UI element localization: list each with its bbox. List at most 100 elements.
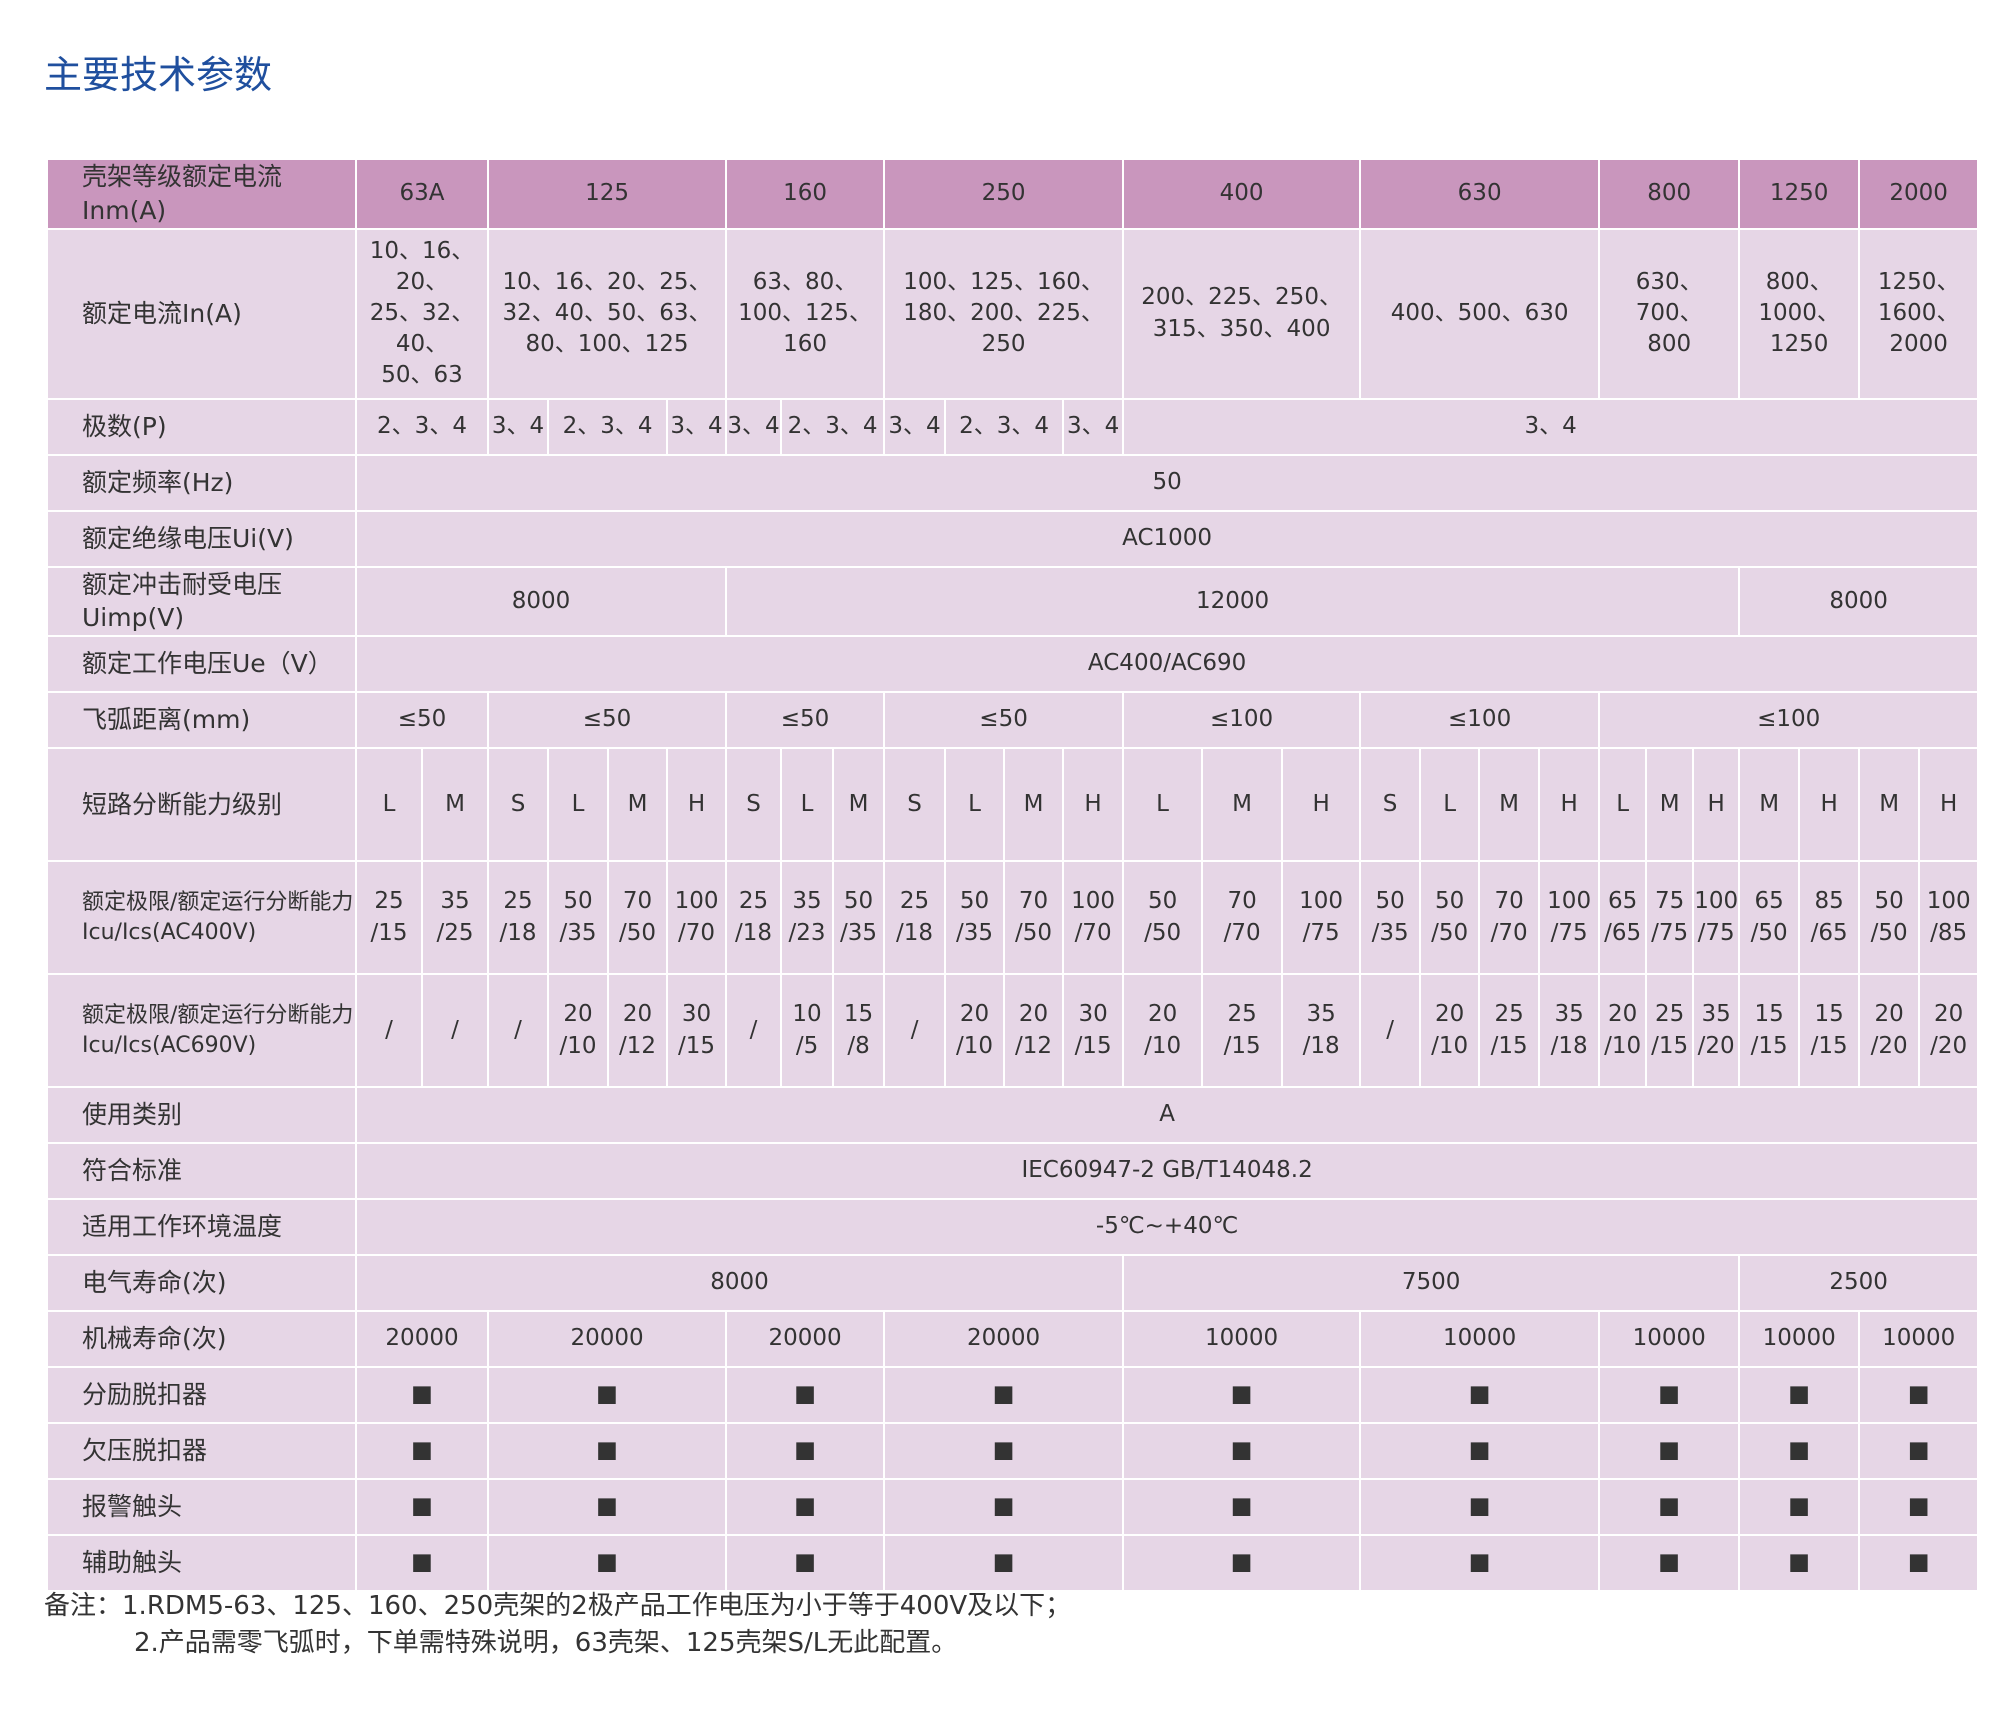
cell: S	[487, 747, 550, 862]
cell: 70 /50	[1003, 860, 1065, 975]
cell: 10000	[1738, 1310, 1861, 1368]
cell: 10 /5	[780, 973, 835, 1088]
table-row: 报警触头 ■ ■ ■ ■ ■ ■ ■ ■ ■	[46, 1478, 1980, 1536]
row-label: 额定电流In(A)	[46, 227, 357, 400]
cell: AC400/AC690	[354, 635, 1980, 693]
cell: M	[1738, 747, 1801, 862]
cell: ■	[1122, 1422, 1362, 1480]
cell: 2、3、4	[944, 397, 1065, 456]
cell: 25 /15	[1478, 973, 1541, 1088]
row-label: 极数(P)	[46, 397, 357, 456]
header-cell: 125	[487, 158, 728, 230]
cell: L	[547, 747, 610, 862]
cell: H	[1798, 747, 1861, 862]
cell: ■	[1359, 1422, 1601, 1480]
cell: /	[420, 973, 490, 1088]
note-item: 2.产品需零飞弧时，下单需特殊说明，63壳架、125壳架S/L无此配置。	[134, 1628, 958, 1658]
table-row: 辅助触头 ■ ■ ■ ■ ■ ■ ■ ■ ■	[46, 1534, 1980, 1592]
cell: 12000	[725, 565, 1741, 637]
cell: L	[1419, 747, 1481, 862]
header-cell: 800	[1598, 158, 1741, 230]
cell: ■	[354, 1366, 490, 1424]
cell: 25 /15	[355, 860, 423, 975]
row-label: 额定极限/额定运行分断能力 Icu/Ics(AC690V)	[46, 973, 357, 1088]
table-row: 短路分断能力级别 L M S L M H S L M S L M H L M H S L M H L M H M H M H	[46, 747, 1980, 862]
cell: 25 /18	[487, 860, 550, 975]
cell: ■	[725, 1534, 886, 1592]
cell: 100 /70	[1062, 860, 1125, 975]
cell: H	[1918, 747, 1980, 862]
cell: S	[1359, 747, 1422, 862]
table-row: 飞弧距离(mm) ≤50 ≤50 ≤50 ≤50 ≤100 ≤100 ≤100	[46, 691, 1980, 749]
cell: 20 /10	[547, 973, 610, 1088]
cell: 25 /18	[725, 860, 783, 975]
cell: ■	[487, 1366, 728, 1424]
row-label: 辅助触头	[46, 1534, 357, 1592]
note-item: 1.RDM5-63、125、160、250壳架的2极产品工作电压为小于等于400…	[122, 1591, 1072, 1621]
table-row: 额定冲击耐受电压Uimp(V) 8000 12000 8000	[46, 565, 1980, 637]
cell: ■	[883, 1422, 1125, 1480]
cell: 35 /23	[780, 860, 835, 975]
cell: 2、3、4	[547, 397, 669, 456]
table-row: 额定电流In(A) 10、16、20、 25、32、40、 50、63 10、16、…	[46, 227, 1980, 400]
cell: ■	[487, 1422, 728, 1480]
cell: 100 /70	[666, 860, 728, 975]
header-cell: 250	[883, 158, 1125, 230]
cell: 400、500、630	[1359, 227, 1601, 400]
cell: M	[832, 747, 886, 862]
cell: 50 /50	[1122, 860, 1204, 975]
cell: H	[666, 747, 728, 862]
note-line: 备注：1.RDM5-63、125、160、250壳架的2极产品工作电压为小于等于…	[44, 1588, 1071, 1625]
cell: S	[725, 747, 783, 862]
cell: M	[1201, 747, 1284, 862]
cell: M	[420, 747, 490, 862]
cell: ■	[1858, 1366, 1980, 1424]
cell: 15 /8	[832, 973, 886, 1088]
row-label: 短路分断能力级别	[46, 747, 357, 862]
cell: ≤100	[1122, 691, 1362, 749]
cell: 1250、 1600、 2000	[1858, 227, 1980, 400]
header-cell: 2000	[1858, 158, 1980, 230]
cell: 100 /75	[1538, 860, 1601, 975]
cell: /	[883, 973, 947, 1088]
cell: ■	[1858, 1422, 1980, 1480]
cell: 10000	[1858, 1310, 1980, 1368]
cell: ■	[354, 1534, 490, 1592]
cell: 10、16、20、25、 32、40、50、63、 80、100、125	[487, 227, 728, 400]
cell: ≤50	[487, 691, 728, 749]
cell: ■	[883, 1366, 1125, 1424]
cell: ■	[1738, 1366, 1861, 1424]
cell: 70 /70	[1201, 860, 1284, 975]
table-row: 欠压脱扣器 ■ ■ ■ ■ ■ ■ ■ ■ ■	[46, 1422, 1980, 1480]
row-label: 额定工作电压Ue（V）	[46, 635, 357, 693]
cell: 25 /18	[883, 860, 947, 975]
cell: 65 /50	[1738, 860, 1801, 975]
cell: 630、 700、 800	[1598, 227, 1741, 400]
cell: 65 /65	[1598, 860, 1648, 975]
cell: 35 /20	[1692, 973, 1741, 1088]
cell: ■	[487, 1534, 728, 1592]
cell: -5℃~+40℃	[354, 1198, 1980, 1256]
page-title: 主要技术参数	[44, 53, 273, 97]
row-label: 分励脱扣器	[46, 1366, 357, 1424]
cell: 3、4	[1062, 397, 1125, 456]
cell: ■	[1122, 1366, 1362, 1424]
cell: /	[1359, 973, 1422, 1088]
cell: L	[780, 747, 835, 862]
cell: ■	[1738, 1534, 1861, 1592]
row-label: 额定绝缘电压Ui(V)	[46, 509, 357, 568]
row-label: 壳架等级额定电流Ⅰnm(A)	[46, 158, 357, 230]
cell: 50 /35	[547, 860, 610, 975]
cell: 3、4	[725, 397, 783, 456]
note-prefix: 备注：	[44, 1591, 123, 1621]
cell: IEC60947-2 GB/T14048.2	[354, 1142, 1980, 1200]
cell: L	[1598, 747, 1648, 862]
cell: H	[1281, 747, 1362, 862]
header-row: 壳架等级额定电流Ⅰnm(A) 63A 125 160 250 400 630 800 1250 2…	[46, 158, 1980, 230]
row-label: 飞弧距离(mm)	[46, 691, 357, 749]
cell: M	[607, 747, 669, 862]
table-row: 极数(P) 2、3、4 3、4 2、3、4 3、4 3、4 2、3、4 3、4 2、3、4 3、4…	[46, 397, 1980, 456]
row-label: 机械寿命(次)	[46, 1310, 357, 1368]
row-label: 额定极限/额定运行分断能力 Icu/Ics(AC400V)	[46, 860, 357, 975]
cell: ■	[1598, 1422, 1741, 1480]
